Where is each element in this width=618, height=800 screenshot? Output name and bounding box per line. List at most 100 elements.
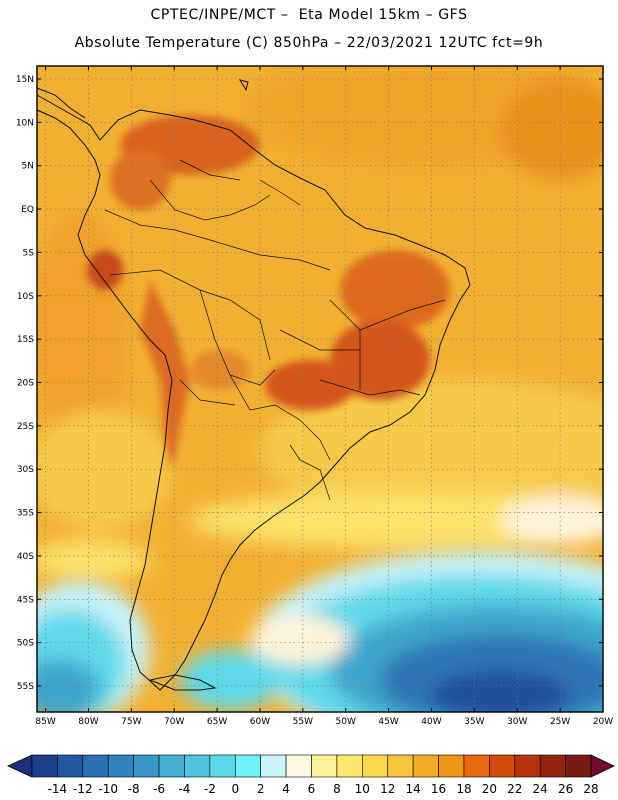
lat-tick-label: 20S <box>17 378 34 388</box>
field-deep-blue <box>430 670 570 712</box>
lat-tick-label: 30S <box>17 465 34 475</box>
lat-tick-label: 10S <box>17 292 34 302</box>
lon-tick-label: 60W <box>250 717 270 727</box>
field-cream-band-east <box>500 495 603 545</box>
colorbar-box <box>107 754 134 778</box>
colorbar-level-label: -14 <box>48 782 68 796</box>
chart-title-line2: Absolute Temperature (C) 850hPa – 22/03/… <box>74 35 544 51</box>
lat-tick-label: 10N <box>16 118 34 128</box>
colorbar-box <box>82 754 109 778</box>
colorbar-box <box>362 754 389 778</box>
lon-tick-label: 55W <box>293 717 313 727</box>
colorbar-level-label: 18 <box>456 782 471 796</box>
colorbar-level-label: -12 <box>73 782 93 796</box>
colorbar-box <box>57 754 84 778</box>
colorbar-level-label: 28 <box>583 782 598 796</box>
field-hot-ne-brazil <box>340 250 450 330</box>
lon-tick-label: 75W <box>121 717 141 727</box>
colorbar-level-label: 22 <box>507 782 522 796</box>
central-america <box>36 87 86 119</box>
field-hot-peru-coast <box>87 250 123 290</box>
field-hot-central-brazil <box>330 320 430 400</box>
lon-tick-label: 50W <box>336 717 356 727</box>
lat-tick-label: 5N <box>22 162 34 172</box>
colorbar-box <box>133 754 160 778</box>
lat-tick-label: 25S <box>17 422 34 432</box>
lat-tick-label: 40S <box>17 552 34 562</box>
lon-tick-label: 40W <box>421 717 441 727</box>
colorbar-level-label: -10 <box>98 782 118 796</box>
latitude-axis: 15N 10N 5N EQ 5S 10S 15S 20S 25S 30S 35S 40S 45S 50S 5… <box>16 75 603 692</box>
field-hot-colombia <box>110 150 170 210</box>
colorbar-level-label: 12 <box>380 782 395 796</box>
colorbar-level-label: 8 <box>333 782 341 796</box>
colorbar-level-label: -4 <box>178 782 190 796</box>
colorbar-box <box>158 754 185 778</box>
field-ne-corner <box>500 80 603 180</box>
colorbar-level-label: -8 <box>128 782 140 796</box>
colorbar-level-label: 16 <box>431 782 446 796</box>
colorbar-level-label: 14 <box>405 782 420 796</box>
lon-tick-label: 85W <box>35 717 55 727</box>
coastlines <box>36 79 471 691</box>
colorbar-box <box>387 754 414 778</box>
field-cream-patag <box>250 615 350 665</box>
colorbar-level-label: 10 <box>355 782 370 796</box>
colorbar-box <box>209 754 236 778</box>
lon-tick-label: 25W <box>550 717 570 727</box>
lat-tick-label: 50S <box>17 639 34 649</box>
country-borders <box>104 159 446 501</box>
south-america-coastline <box>36 94 471 691</box>
map-frame <box>36 65 604 713</box>
chart-title-line1: CPTEC/INPE/MCT – Eta Model 15km – GFS <box>150 7 468 23</box>
colorbar-box <box>234 754 261 778</box>
colorbar-level-label: 4 <box>282 782 290 796</box>
lat-tick-label: 55S <box>17 682 34 692</box>
lat-tick-label: 45S <box>17 595 34 605</box>
colorbar-box <box>336 754 363 778</box>
field-pacific-mid <box>37 410 170 530</box>
colorbar-box <box>31 754 58 778</box>
colorbar-box <box>184 754 211 778</box>
lat-tick-label: 15S <box>17 335 34 345</box>
field-yellow-west <box>37 540 150 580</box>
tierra-del-fuego <box>148 674 217 691</box>
field-yellow-band <box>190 490 603 550</box>
lon-tick-label: 70W <box>164 717 184 727</box>
colorbar-level-label: 26 <box>558 782 573 796</box>
colorbar: -14 -12 -10 -8 -6 -4 -2 0 2 4 6 8 10 12 14 16 18 20 22 24 26… <box>7 754 615 796</box>
lon-tick-label: 20W <box>593 717 613 727</box>
colorbar-box <box>311 754 338 778</box>
colorbar-box <box>489 754 516 778</box>
temperature-field <box>37 66 603 712</box>
colorbar-box <box>412 754 439 778</box>
lat-tick-label: 35S <box>17 509 34 519</box>
lat-tick-label: 15N <box>16 75 34 85</box>
caribbean-island <box>238 79 249 92</box>
colorbar-level-label: 20 <box>482 782 497 796</box>
colorbar-box <box>565 754 592 778</box>
colorbar-level-label: 0 <box>231 782 239 796</box>
lat-tick-label: 5S <box>23 248 35 258</box>
colorbar-box <box>285 754 312 778</box>
field-warm-bolivia <box>190 350 250 390</box>
colorbar-box <box>260 754 287 778</box>
colorbar-level-label: 6 <box>308 782 316 796</box>
colorbar-box <box>514 754 541 778</box>
longitude-axis: 85W 80W 75W 70W 65W 60W 55W 50W 45W 40W 35W 30W 25W 2… <box>35 66 613 727</box>
lon-tick-label: 45W <box>378 717 398 727</box>
lon-tick-label: 30W <box>507 717 527 727</box>
field-hot-andes <box>140 280 190 470</box>
colorbar-level-label: 24 <box>533 782 548 796</box>
lon-tick-label: 65W <box>207 717 227 727</box>
colorbar-level-label: 2 <box>257 782 265 796</box>
colorbar-box <box>463 754 490 778</box>
field-blue-sw <box>37 660 100 712</box>
colorbar-low-arrow <box>7 754 33 778</box>
field-cyan-south-cape <box>180 650 280 710</box>
colorbar-level-label: -2 <box>204 782 216 796</box>
colorbar-box <box>438 754 465 778</box>
colorbar-box <box>539 754 566 778</box>
colorbar-high-arrow <box>590 754 615 778</box>
